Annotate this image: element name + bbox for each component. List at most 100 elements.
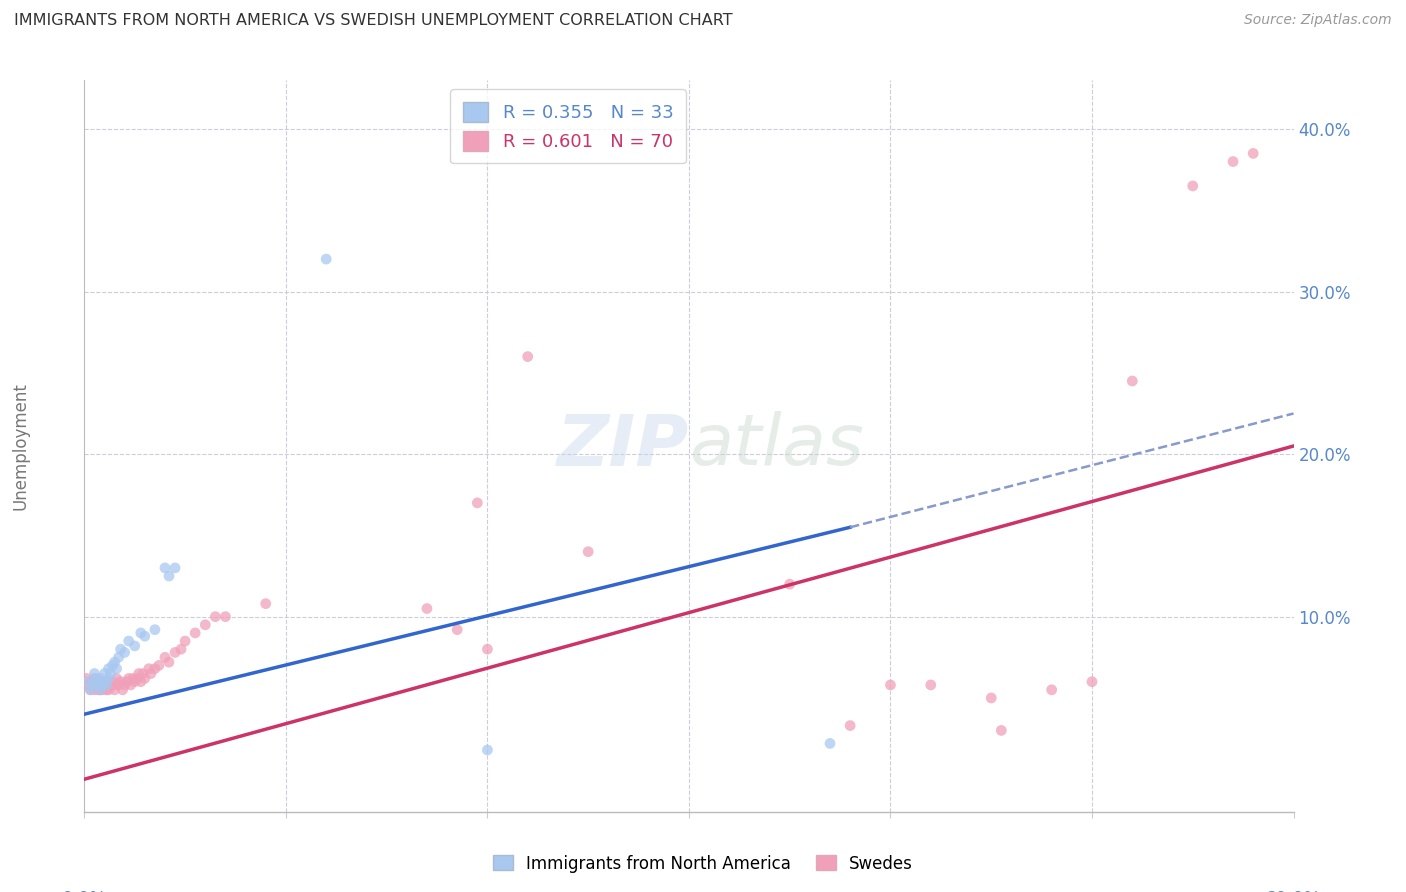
Point [104,678,127,692]
Point [89,682,111,697]
Point [87,674,110,689]
Legend: R = 0.355   N = 33, R = 0.601   N = 70: R = 0.355 N = 33, R = 0.601 N = 70 [450,89,686,163]
Point [104,682,127,697]
Point [143,662,166,676]
Point [96,678,118,692]
Point [86,674,108,689]
Text: ZIP: ZIP [557,411,689,481]
Point [1121,374,1143,388]
Point [153,561,176,575]
Point [990,723,1012,738]
Point [91,682,114,697]
Point [87,678,110,692]
Point [165,645,187,659]
Point [97,682,120,697]
Point [93,678,115,692]
Point [82,678,104,692]
Point [79,682,101,697]
Point [114,678,136,692]
Point [114,645,136,659]
Point [467,496,489,510]
Text: Source: ZipAtlas.com: Source: ZipAtlas.com [1244,13,1392,28]
Point [110,642,132,657]
Text: 60.0%: 60.0% [1265,889,1322,892]
Point [100,678,122,692]
Point [980,690,1002,705]
Point [97,662,120,676]
Point [204,609,226,624]
Point [165,561,187,575]
Point [315,252,337,266]
Point [1241,146,1264,161]
Text: IMMIGRANTS FROM NORTH AMERICA VS SWEDISH UNEMPLOYMENT CORRELATION CHART: IMMIGRANTS FROM NORTH AMERICA VS SWEDISH… [14,13,733,29]
Point [91,678,114,692]
Point [1222,154,1244,169]
Point [134,672,156,686]
Point [120,678,142,692]
Point [818,736,841,750]
Point [128,666,150,681]
Point [153,650,176,665]
Point [118,672,141,686]
Text: 0.0%: 0.0% [62,889,107,892]
Point [134,629,156,643]
Point [83,682,105,697]
Point [157,655,180,669]
Point [157,569,180,583]
Legend: Immigrants from North America, Swedes: Immigrants from North America, Swedes [486,848,920,880]
Point [101,658,124,673]
Point [89,682,111,697]
Point [125,672,148,686]
Point [138,662,160,676]
Point [129,674,152,689]
Point [97,672,120,686]
Point [139,666,162,681]
Point [97,674,120,689]
Point [93,674,115,689]
Point [104,655,127,669]
Point [107,678,129,692]
Point [100,666,122,681]
Point [516,350,538,364]
Point [143,623,166,637]
Text: atlas: atlas [689,411,863,481]
Point [477,743,499,757]
Point [93,674,115,689]
Point [105,672,128,686]
Point [148,658,170,673]
Point [124,639,146,653]
Point [110,674,132,689]
Point [91,678,114,692]
Point [118,634,141,648]
Point [82,678,104,692]
Point [214,609,236,624]
Point [83,672,105,686]
Point [93,666,115,681]
Point [184,626,207,640]
Point [477,642,499,657]
Point [111,682,134,697]
Point [77,674,100,689]
Point [82,674,104,689]
Point [83,666,105,681]
Point [115,674,138,689]
Point [576,544,599,558]
Point [170,642,193,657]
Point [87,682,110,697]
Point [75,672,97,686]
Point [446,623,468,637]
Point [839,718,862,732]
Point [1040,682,1063,697]
Point [124,674,146,689]
Point [132,666,155,681]
Point [89,672,111,686]
Point [96,682,118,697]
Point [920,678,942,692]
Point [174,634,197,648]
Point [105,662,128,676]
Point [86,678,108,692]
Point [129,626,152,640]
Point [96,678,118,692]
Point [879,678,901,692]
Point [86,678,108,692]
